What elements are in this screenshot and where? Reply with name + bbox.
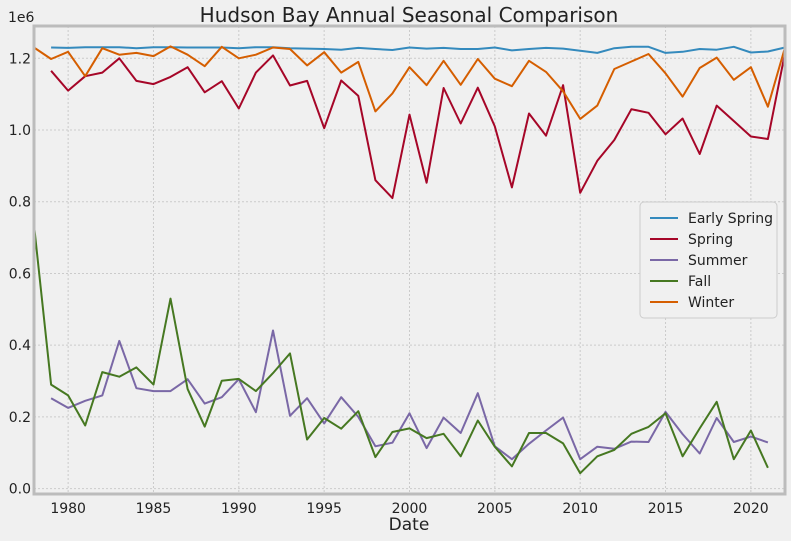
series-line-spring xyxy=(50,52,786,200)
y-tick-label: 0.4 xyxy=(9,338,31,354)
y-tick-label: 0.8 xyxy=(9,195,31,211)
series-layer xyxy=(33,45,786,475)
legend-label: Spring xyxy=(688,232,733,248)
series-line-fall xyxy=(33,224,769,475)
legend-box xyxy=(639,201,778,319)
y-offset-label: 1e6 xyxy=(8,10,35,26)
x-tick-label: 1980 xyxy=(50,501,86,517)
x-tick-label: 1990 xyxy=(221,501,257,517)
series-line-summer xyxy=(50,329,769,461)
legend-label: Early Spring xyxy=(688,211,773,227)
legend-label: Fall xyxy=(688,274,711,290)
chart-title: Hudson Bay Annual Seasonal Comparison xyxy=(200,3,619,27)
y-tick-label: 1.0 xyxy=(9,123,31,139)
axes: 1980 1985 1990 1995 2000 2005 2010 2015 2020 0.0 0… xyxy=(9,24,787,517)
y-tick-label: 0.0 xyxy=(9,482,31,498)
x-axis-title: Date xyxy=(389,515,430,535)
x-tick-label: 1995 xyxy=(306,501,342,517)
x-tick-label: 2015 xyxy=(648,501,684,517)
x-tick-label: 2005 xyxy=(477,501,513,517)
plot-frame xyxy=(32,24,787,496)
y-tick-label: 0.2 xyxy=(9,410,31,426)
series-line-winter xyxy=(33,45,786,120)
y-tick-label: 1.2 xyxy=(9,51,31,67)
x-tick-label: 2000 xyxy=(392,501,428,517)
x-tick-label: 1985 xyxy=(136,501,172,517)
legend-label: Winter xyxy=(688,295,734,311)
x-tick-label: 2020 xyxy=(733,501,769,517)
legend: Early Spring Spring Summer Fall Winter xyxy=(639,201,778,319)
y-tick-label: 0.6 xyxy=(9,266,31,282)
legend-label: Summer xyxy=(688,253,748,269)
x-tick-label: 2010 xyxy=(562,501,598,517)
